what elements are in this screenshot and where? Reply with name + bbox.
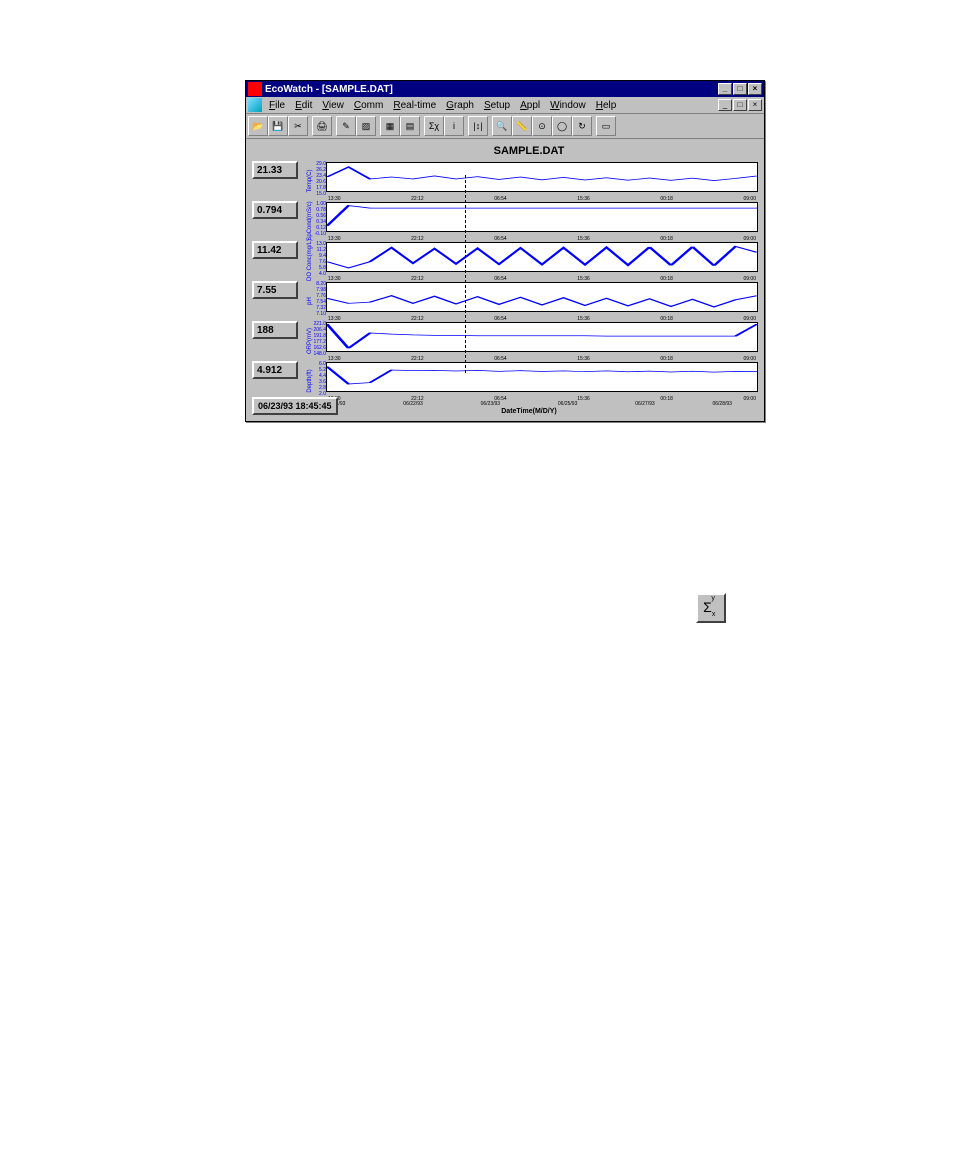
open-icon[interactable]: 📂 [248, 116, 268, 136]
xticks-depth: 13:3022:1206:5415:3600:1809:00 [326, 396, 758, 402]
chart-title: SAMPLE.DAT [300, 143, 758, 161]
menu-window[interactable]: Window [545, 99, 591, 112]
plot-depth[interactable] [326, 362, 758, 392]
chart-panel-orp: ORP(mV)221.0206.4191.8177.2162.6148.013:… [300, 321, 758, 361]
menu-view[interactable]: View [317, 99, 349, 112]
zoom-icon[interactable]: 🔍 [492, 116, 512, 136]
chart-panel-doconc: DO Conc(mg/L)13.011.29.47.65.84.013:3022… [300, 241, 758, 281]
chart-panel-depth: Depth(ft)6.05.24.43.62.82.013:3022:1206:… [300, 361, 758, 401]
value-box-temp: 21.33 [252, 161, 298, 179]
highlight-icon[interactable]: ▨ [356, 116, 376, 136]
menu-comm[interactable]: Comm [349, 99, 388, 112]
circle-icon[interactable]: ◯ [552, 116, 572, 136]
yticks-orp: 221.0206.4191.8177.2162.6148.0 [312, 321, 326, 353]
menu-edit[interactable]: Edit [290, 99, 317, 112]
menu-graph[interactable]: Graph [441, 99, 479, 112]
print-icon[interactable]: 🖨 [312, 116, 332, 136]
xaxis-label: DateTime(M/D/Y) [300, 407, 758, 415]
grid-icon[interactable]: ▤ [400, 116, 420, 136]
maximize-button[interactable]: □ [733, 83, 747, 95]
measure-icon[interactable]: 📏 [512, 116, 532, 136]
mdi-icon[interactable] [248, 98, 262, 112]
value-box-doconc: 11.42 [252, 241, 298, 259]
table-icon[interactable]: ▦ [380, 116, 400, 136]
titlebar: EcoWatch - [SAMPLE.DAT] _ □ × [246, 81, 764, 97]
value-box-spcond: 0.794 [252, 201, 298, 219]
yticks-ph: 8.207.987.767.547.327.10 [312, 281, 326, 313]
nav-icon[interactable]: |↕| [468, 116, 488, 136]
app-window: EcoWatch - [SAMPLE.DAT] _ □ × File Edit … [245, 80, 765, 422]
pencil-icon[interactable]: ✎ [336, 116, 356, 136]
plot-temp[interactable] [326, 162, 758, 192]
yticks-temp: 29.026.223.420.617.815.0 [312, 161, 326, 193]
plot-ph[interactable] [326, 282, 758, 312]
menu-help[interactable]: Help [591, 99, 622, 112]
mdi-close-button[interactable]: × [748, 99, 762, 111]
menu-setup[interactable]: Setup [479, 99, 515, 112]
toolbar: 📂 💾 ✂ 🖨 ✎ ▨ ▦ ▤ Σχ i |↕| 🔍 📏 ⊙ ◯ ↻ ▭ [246, 114, 764, 139]
yticks-spcond: 1.000.780.560.340.12-0.10 [312, 201, 326, 233]
cursor-timestamp: 06/23/93 18:45:45 [252, 397, 338, 415]
stats-icon[interactable]: Σχ [424, 116, 444, 136]
chart-panel-ph: pH8.207.987.767.547.327.1013:3022:1206:5… [300, 281, 758, 321]
chart-panel-spcond: SpCond(mS/c)1.000.780.560.340.12-0.1013:… [300, 201, 758, 241]
menubar: File Edit View Comm Real-time Graph Setu… [246, 97, 764, 114]
plot-orp[interactable] [326, 322, 758, 352]
mdi-minimize-button[interactable]: _ [718, 99, 732, 111]
charts-column: SAMPLE.DAT Temp(C)29.026.223.420.617.815… [298, 143, 758, 415]
app-icon [248, 82, 262, 96]
save-icon[interactable]: 💾 [268, 116, 288, 136]
value-column: 21.33 0.794 11.42 7.55 188 4.912 [252, 143, 298, 415]
mdi-maximize-button[interactable]: □ [733, 99, 747, 111]
tool-icon[interactable]: ▭ [596, 116, 616, 136]
value-box-orp: 188 [252, 321, 298, 339]
menu-realtime[interactable]: Real-time [388, 99, 441, 112]
center-icon[interactable]: ⊙ [532, 116, 552, 136]
yticks-depth: 6.05.24.43.62.82.0 [312, 361, 326, 393]
menu-appl[interactable]: Appl [515, 99, 545, 112]
value-box-ph: 7.55 [252, 281, 298, 299]
yticks-doconc: 13.011.29.47.65.84.0 [312, 241, 326, 273]
value-box-depth: 4.912 [252, 361, 298, 379]
minimize-button[interactable]: _ [718, 83, 732, 95]
plot-spcond[interactable] [326, 202, 758, 232]
workspace: 21.33 0.794 11.42 7.55 188 4.912 SAMPLE.DAT T… [246, 139, 764, 421]
menu-file[interactable]: File [264, 99, 290, 112]
chart-panel-temp: Temp(C)29.026.223.420.617.815.013:3022:1… [300, 161, 758, 201]
close-button[interactable]: × [748, 83, 762, 95]
plot-doconc[interactable] [326, 242, 758, 272]
cut-icon[interactable]: ✂ [288, 116, 308, 136]
stats-button-standalone[interactable]: Σxy [696, 593, 726, 623]
info-icon[interactable]: i [444, 116, 464, 136]
titlebar-text: EcoWatch - [SAMPLE.DAT] [265, 84, 717, 95]
sigma-icon: Σxy [703, 599, 719, 618]
redo-icon[interactable]: ↻ [572, 116, 592, 136]
